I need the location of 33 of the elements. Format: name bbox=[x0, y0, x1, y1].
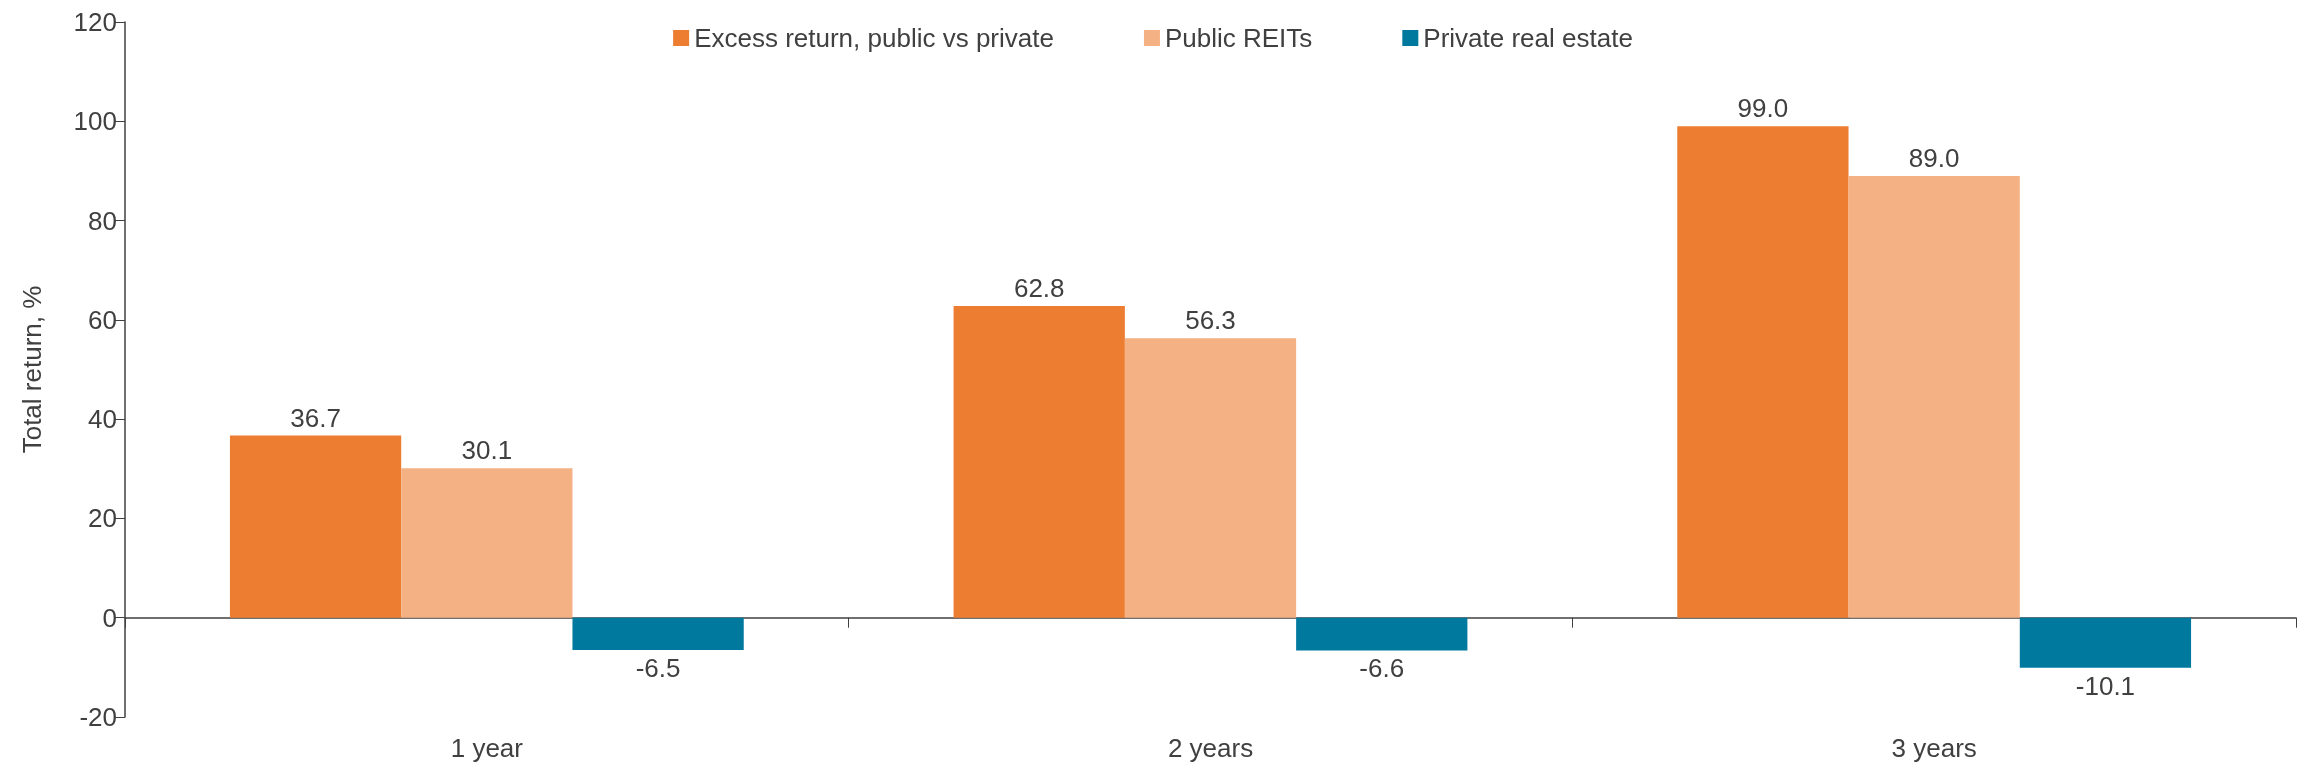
y-tick-label: 40 bbox=[88, 404, 117, 435]
y-tick-label: 100 bbox=[73, 106, 117, 137]
bar bbox=[1848, 175, 2020, 618]
data-label: 36.7 bbox=[290, 402, 341, 433]
y-tick-label: 60 bbox=[88, 304, 117, 335]
y-tick-label: 80 bbox=[88, 205, 117, 236]
data-label: 56.3 bbox=[1185, 305, 1236, 336]
bar bbox=[2019, 617, 2192, 668]
data-label: 89.0 bbox=[1908, 142, 1960, 173]
bar bbox=[229, 435, 402, 618]
bar bbox=[1296, 617, 1468, 651]
bar bbox=[572, 617, 744, 650]
data-label: -6.6 bbox=[1359, 653, 1405, 684]
data-label: 99.0 bbox=[1737, 93, 1789, 124]
data-label: -10.1 bbox=[2075, 670, 2136, 701]
legend-label: Public REITs bbox=[1164, 23, 1313, 53]
legend-label: Private real estate bbox=[1423, 23, 1633, 53]
x-tick-label: 3 years bbox=[1891, 733, 1977, 763]
bar bbox=[1124, 338, 1297, 618]
y-tick-label: 20 bbox=[88, 503, 117, 534]
y-tick-label: 0 bbox=[102, 602, 117, 633]
x-tick-label: 1 year bbox=[450, 733, 524, 763]
y-axis-title: Total return, % bbox=[17, 285, 47, 454]
legend-label: Excess return, public vs private bbox=[694, 23, 1054, 53]
data-label: 30.1 bbox=[461, 435, 513, 466]
y-tick-label: -20 bbox=[79, 702, 117, 732]
x-tick-label: 2 years bbox=[1167, 733, 1254, 763]
bar bbox=[953, 305, 1125, 618]
bar bbox=[1677, 126, 1849, 618]
bar bbox=[401, 468, 573, 618]
data-label: 62.8 bbox=[1013, 272, 1065, 303]
y-tick-label: 120 bbox=[73, 7, 117, 37]
data-label: -6.5 bbox=[635, 652, 681, 683]
